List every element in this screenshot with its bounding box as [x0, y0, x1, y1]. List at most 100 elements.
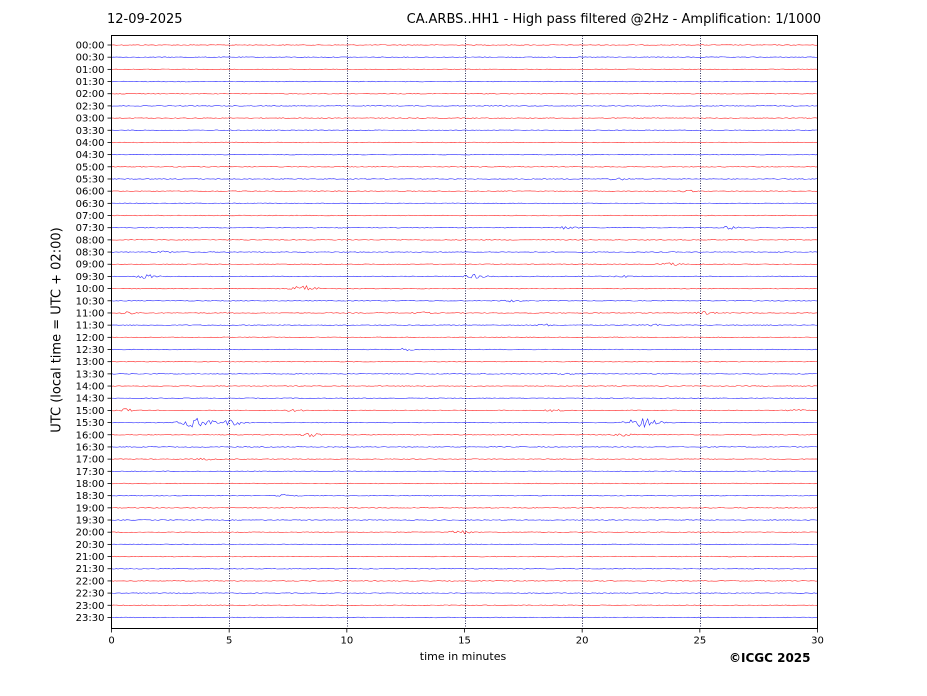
- trace-line-1730: [111, 470, 818, 472]
- y-tick-label: 21:30: [76, 564, 105, 575]
- y-tick-label: 14:00: [76, 382, 105, 393]
- y-tick-label: 21:00: [76, 552, 105, 563]
- trace-line-1230: [111, 347, 818, 352]
- y-tick-label: 05:00: [76, 162, 105, 173]
- trace-line-2130: [111, 568, 818, 570]
- y-tick-label: 20:30: [76, 540, 105, 551]
- trace-line-1630: [111, 446, 818, 448]
- y-tick-label: 16:00: [76, 430, 105, 441]
- trace-line-0600: [111, 189, 818, 193]
- trace-line-1800: [111, 482, 818, 485]
- y-tick-label: 07:00: [76, 211, 105, 222]
- y-tick-label: 23:00: [76, 601, 105, 612]
- trace-line-1700: [111, 457, 818, 461]
- trace-line-1200: [111, 336, 818, 338]
- y-tick-label: 03:30: [76, 126, 105, 137]
- x-axis-label: time in minutes: [419, 650, 507, 663]
- x-ticks-group: 0 5 10 15 20 25 30: [108, 628, 824, 647]
- trace-line-0330: [111, 129, 818, 131]
- trace-line-1330: [111, 372, 818, 376]
- y-tick-label: 16:30: [76, 442, 105, 453]
- y-tick-label: 14:30: [76, 394, 105, 405]
- y-tick-label: 22:30: [76, 589, 105, 600]
- y-tick-label: 15:30: [76, 418, 105, 429]
- x-tick-label: 30: [811, 636, 824, 647]
- y-tick-label: 12:00: [76, 333, 105, 344]
- trace-line-1930: [111, 519, 818, 521]
- y-tick-label: 06:00: [76, 187, 105, 198]
- x-tick-label: 25: [693, 636, 706, 647]
- trace-line-2100: [111, 555, 818, 558]
- x-tick-label: 0: [108, 636, 114, 647]
- y-tick-label: 22:00: [76, 576, 105, 587]
- y-tick-label: 11:00: [76, 308, 105, 319]
- y-tick-label: 07:30: [76, 223, 105, 234]
- trace-line-1900: [111, 507, 818, 509]
- trace-line-2000: [111, 530, 818, 535]
- trace-line-2330: [111, 616, 818, 619]
- trace-line-0800: [111, 239, 818, 241]
- y-tick-label: 23:30: [76, 613, 105, 624]
- y-tick-label: 04:00: [76, 138, 105, 149]
- trace-line-0230: [111, 105, 818, 107]
- y-tick-label: 10:30: [76, 296, 105, 307]
- y-tick-label: 08:00: [76, 235, 105, 246]
- trace-line-0700: [111, 214, 818, 217]
- trace-line-1130: [111, 323, 818, 327]
- x-tick-label: 20: [576, 636, 589, 647]
- trace-line-1500: [111, 408, 818, 413]
- y-tick-label: 01:30: [76, 77, 105, 88]
- y-tick-label: 15:00: [76, 406, 105, 417]
- trace-line-1430: [111, 397, 818, 399]
- trace-line-1830: [111, 494, 818, 497]
- trace-line-1100: [111, 311, 818, 315]
- trace-line-0030: [111, 56, 818, 58]
- trace-line-0100: [111, 68, 818, 71]
- y-tick-label: 18:00: [76, 479, 105, 490]
- x-tick-label: 5: [226, 636, 232, 647]
- trace-line-2230: [111, 592, 818, 594]
- trace-line-0900: [111, 262, 818, 266]
- y-tick-label: 01:00: [76, 65, 105, 76]
- trace-line-2200: [111, 580, 818, 582]
- y-tick-label: 09:30: [76, 272, 105, 283]
- traces-group: [111, 44, 818, 619]
- trace-line-1030: [111, 299, 818, 303]
- trace-line-1300: [111, 361, 818, 363]
- vertical-gridlines: [229, 35, 701, 629]
- y-tick-label: 03:00: [76, 114, 105, 125]
- y-tick-label: 02:30: [76, 101, 105, 112]
- trace-line-1400: [111, 385, 818, 387]
- trace-line-0530: [111, 177, 818, 181]
- y-tick-label: 19:30: [76, 516, 105, 527]
- trace-line-0200: [111, 93, 818, 95]
- trace-line-0000: [111, 44, 818, 46]
- y-tick-label: 05:30: [76, 174, 105, 185]
- y-tick-label: 20:00: [76, 528, 105, 539]
- trace-line-0300: [111, 117, 818, 119]
- y-tick-label: 13:00: [76, 357, 105, 368]
- y-tick-label: 10:00: [76, 284, 105, 295]
- y-tick-label: 17:00: [76, 455, 105, 466]
- trace-line-0630: [111, 202, 818, 205]
- y-tick-label: 17:30: [76, 467, 105, 478]
- y-tick-label: 11:30: [76, 321, 105, 332]
- y-tick-label: 18:30: [76, 491, 105, 502]
- trace-line-0400: [111, 141, 818, 144]
- y-tick-label: 04:30: [76, 150, 105, 161]
- y-tick-label: 00:00: [76, 41, 105, 52]
- trace-line-1530: [111, 417, 818, 429]
- chart-title: CA.ARBS..HH1 - High pass filtered @2Hz -…: [406, 12, 821, 27]
- y-tick-label: 06:30: [76, 199, 105, 210]
- trace-line-0500: [111, 166, 818, 168]
- y-tick-label: 08:30: [76, 248, 105, 259]
- trace-line-1000: [111, 284, 818, 291]
- trace-line-0930: [111, 274, 818, 279]
- trace-line-2030: [111, 543, 818, 546]
- trace-line-0830: [111, 250, 818, 254]
- y-tick-label: 09:00: [76, 260, 105, 271]
- trace-line-2300: [111, 604, 818, 606]
- trace-line-0130: [111, 80, 818, 83]
- y-tick-label: 12:30: [76, 345, 105, 356]
